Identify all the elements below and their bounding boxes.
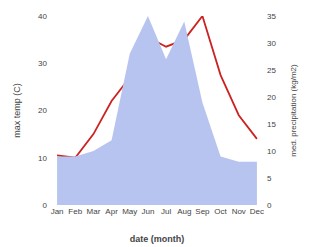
svg-text:Jun: Jun (141, 207, 154, 216)
svg-text:0: 0 (43, 201, 48, 210)
svg-text:Oct: Oct (214, 207, 227, 216)
svg-text:May: May (122, 207, 137, 216)
svg-text:Jan: Jan (51, 207, 64, 216)
svg-text:Jul: Jul (161, 207, 171, 216)
svg-text:15: 15 (267, 120, 276, 129)
svg-text:5: 5 (267, 174, 272, 183)
svg-text:40: 40 (38, 12, 47, 21)
svg-text:Sep: Sep (195, 207, 210, 216)
svg-text:Feb: Feb (68, 207, 82, 216)
svg-text:0: 0 (267, 201, 272, 210)
svg-text:20: 20 (267, 93, 276, 102)
svg-text:Mar: Mar (87, 207, 101, 216)
svg-text:30: 30 (38, 59, 47, 68)
svg-text:25: 25 (267, 66, 276, 75)
svg-text:Apr: Apr (105, 207, 118, 216)
svg-text:20: 20 (38, 106, 47, 115)
svg-text:Nov: Nov (232, 207, 246, 216)
svg-text:Aug: Aug (177, 207, 191, 216)
svg-text:Dec: Dec (250, 207, 264, 216)
svg-text:date (month): date (month) (130, 234, 185, 244)
svg-text:med. precipitation (kg/m2): med. precipitation (kg/m2) (289, 64, 298, 157)
svg-text:max temp (C): max temp (C) (12, 83, 22, 138)
svg-text:30: 30 (267, 39, 276, 48)
svg-text:10: 10 (38, 154, 47, 163)
svg-text:35: 35 (267, 12, 276, 21)
svg-text:10: 10 (267, 147, 276, 156)
